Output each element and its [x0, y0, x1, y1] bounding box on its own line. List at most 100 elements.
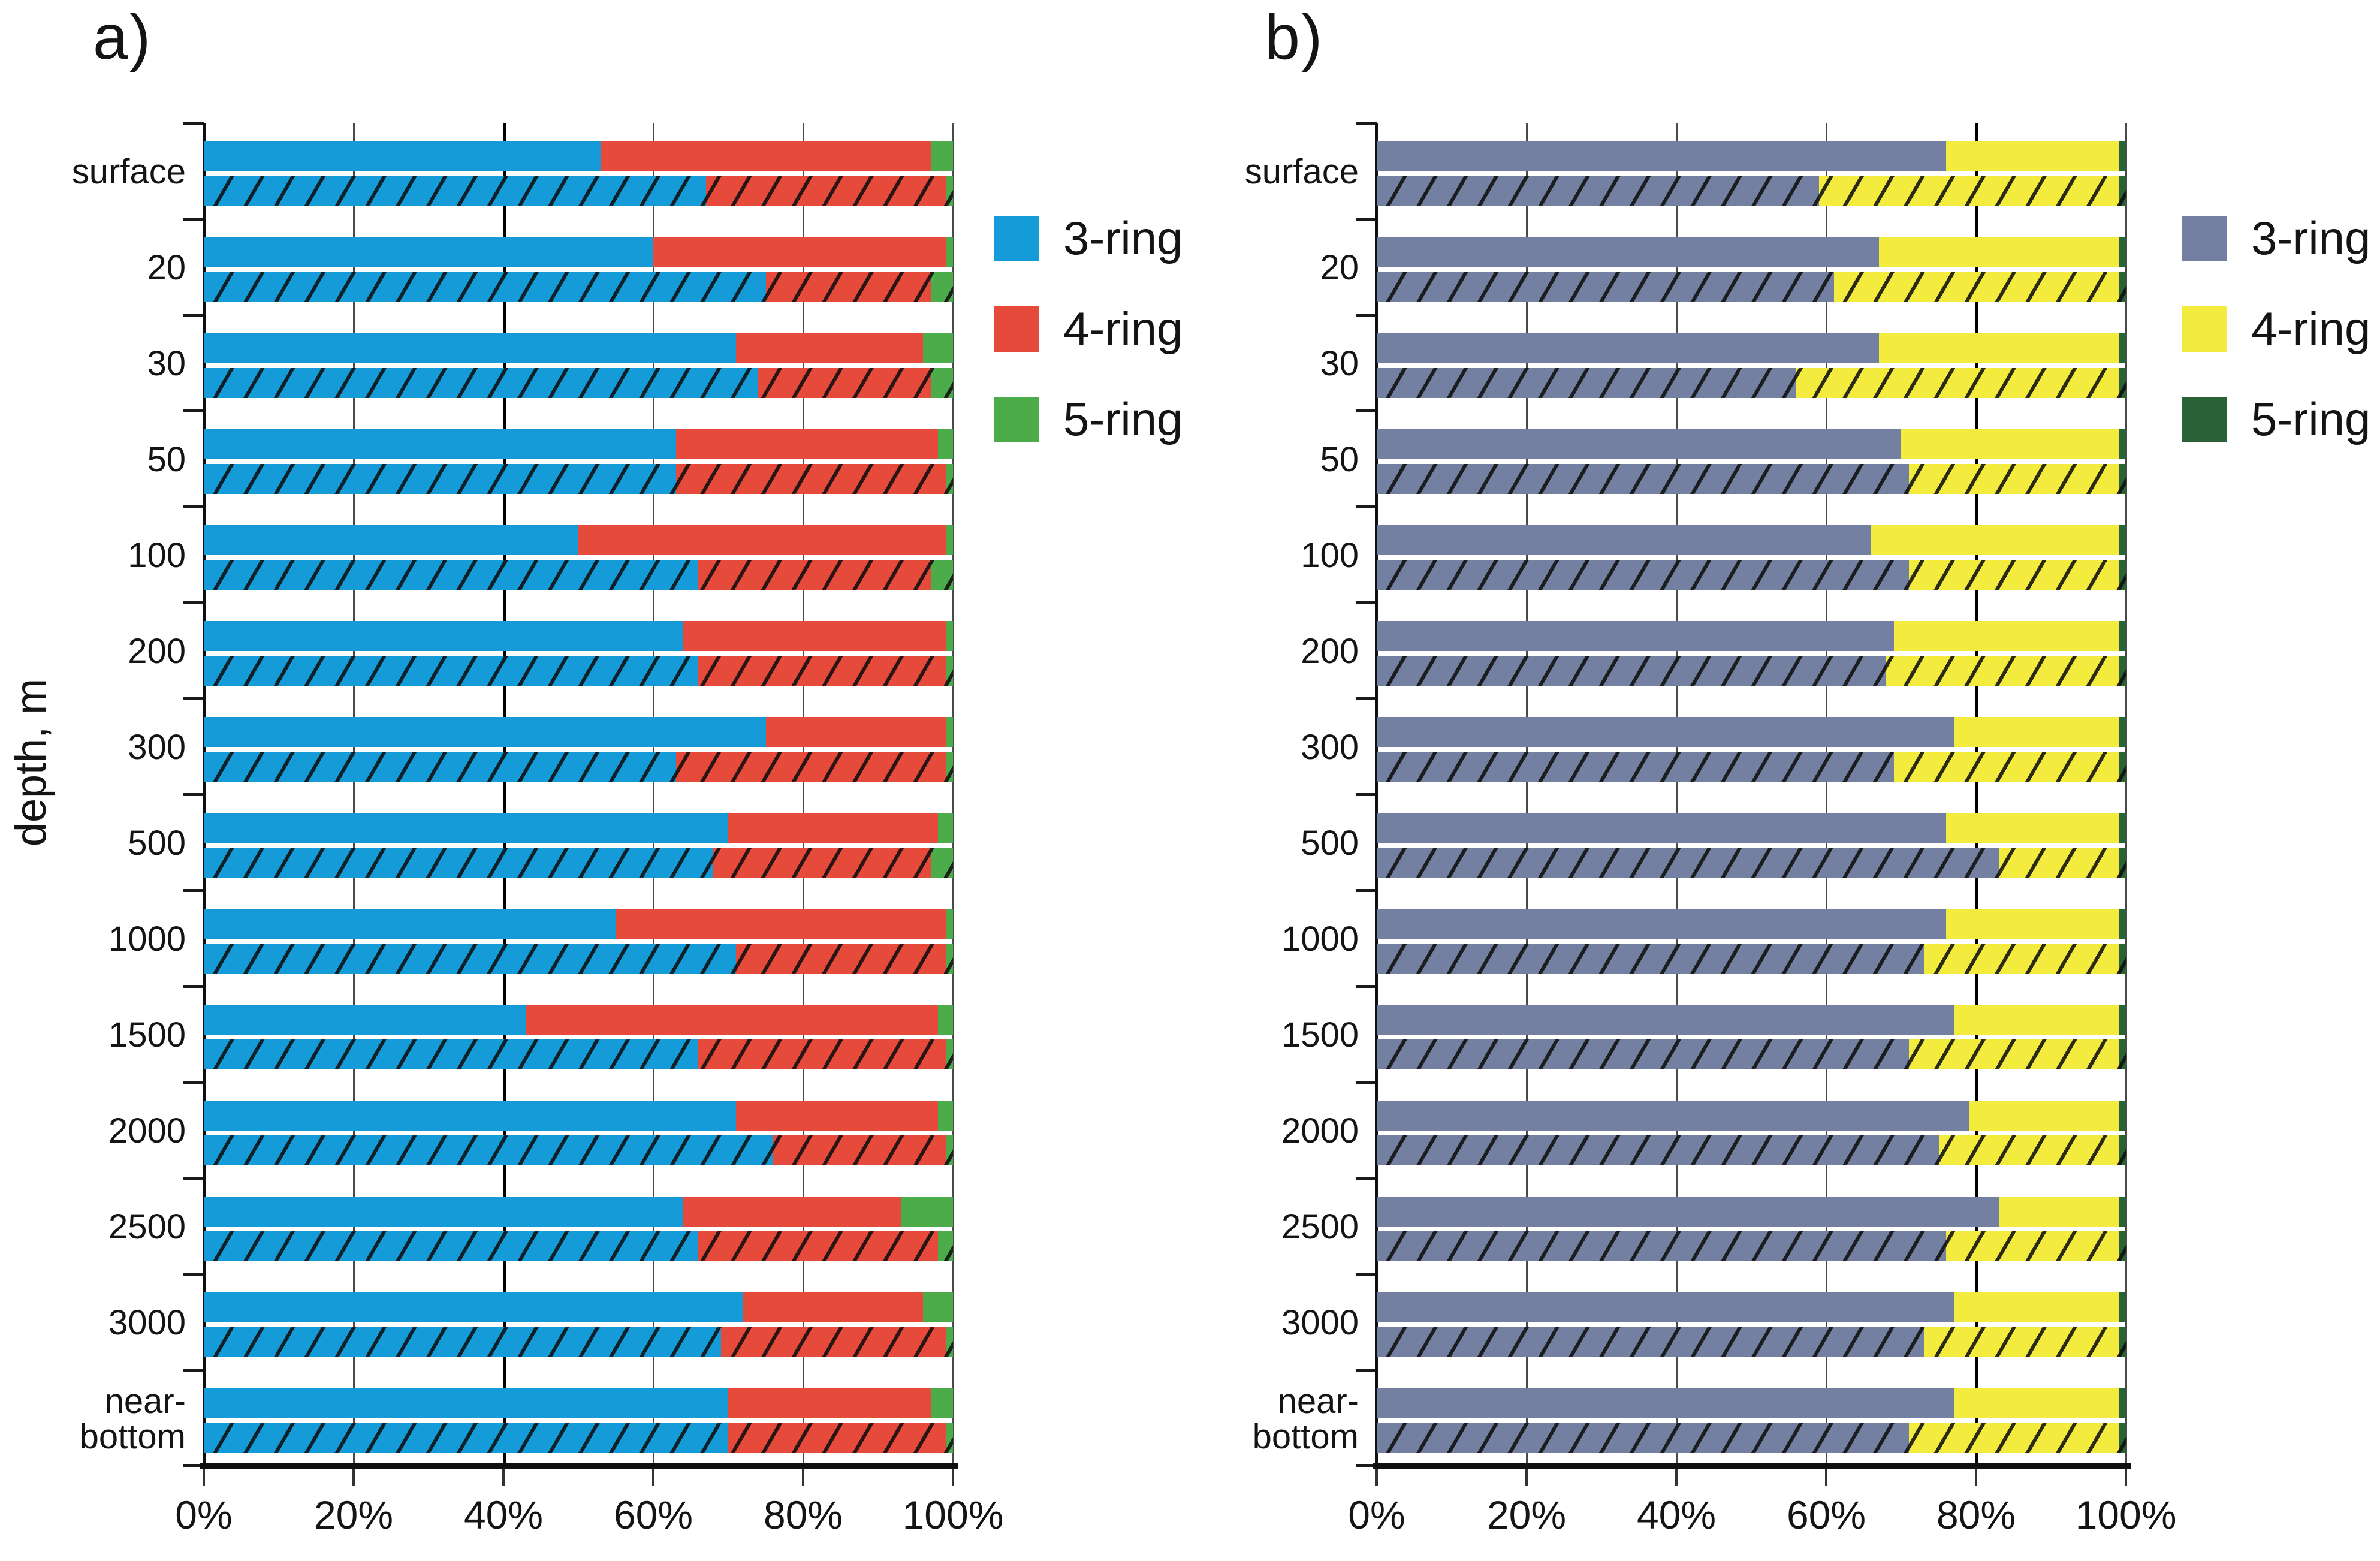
bar-b-solid-row10	[1377, 1101, 2126, 1131]
y-axis-tick	[183, 1177, 204, 1180]
segment-3-ring	[204, 717, 766, 747]
segment-3-ring	[204, 1292, 743, 1322]
hatch-pattern	[1377, 176, 2126, 206]
bar-b-solid-row3	[1377, 429, 2126, 459]
y-axis-tick	[1356, 409, 1377, 412]
x-axis-tick	[1825, 1469, 1827, 1486]
segment-5-ring	[938, 1005, 953, 1035]
depth-label-300: 300	[1301, 728, 1359, 767]
segment-3-ring	[204, 1388, 728, 1418]
segment-5-ring	[2118, 141, 2126, 171]
segment-5-ring	[938, 813, 953, 843]
hatch-pattern	[204, 272, 953, 302]
hatch-pattern	[1377, 848, 2126, 878]
hatch-pattern	[204, 1327, 953, 1357]
hatch-pattern	[1377, 1135, 2126, 1165]
segment-5-ring	[2118, 1005, 2126, 1035]
bar-b-hatched-row11	[1377, 1231, 2126, 1261]
x-axis-tick	[1975, 1469, 1977, 1486]
segment-3-ring	[204, 1101, 736, 1131]
hatch-pattern	[204, 752, 953, 782]
bar-a-hatched-row0	[204, 176, 953, 206]
segment-4-ring	[1878, 237, 2119, 267]
x-axis-tick	[2125, 1469, 2127, 1486]
depth-label-20: 20	[1320, 248, 1359, 288]
x-tick-label: 40%	[1636, 1493, 1717, 1537]
bar-b-solid-row13	[1377, 1388, 2126, 1418]
y-axis-tick	[1356, 601, 1377, 604]
legend-label: 4-ring	[2251, 302, 2371, 355]
y-axis-tick	[183, 697, 204, 700]
segment-5-ring	[923, 333, 953, 363]
legend-label: 4-ring	[1063, 302, 1183, 355]
bar-b-hatched-row6	[1377, 752, 2126, 782]
bar-a-hatched-row11	[204, 1231, 953, 1261]
y-axis-tick	[183, 122, 204, 125]
segment-3-ring	[204, 429, 676, 459]
segment-3-ring	[1377, 909, 1946, 939]
segment-3-ring	[204, 141, 601, 171]
bar-b-solid-row2	[1377, 333, 2126, 363]
bar-a-hatched-row9	[204, 1039, 953, 1069]
hatch-pattern	[1377, 464, 2126, 494]
bar-b-hatched-row0	[1377, 176, 2126, 206]
y-axis-tick	[1356, 889, 1377, 892]
hatch-pattern	[204, 1039, 953, 1069]
bar-b-solid-row5	[1377, 621, 2126, 651]
legend-swatch-3-ring	[2182, 215, 2227, 261]
gridline-a-1	[353, 123, 355, 1466]
x-axis-tick	[502, 1469, 505, 1486]
bar-a-hatched-row10	[204, 1135, 953, 1165]
segment-5-ring	[945, 621, 953, 651]
legend-panel-a: 3-ring 4-ring 5-ring	[994, 211, 1183, 447]
depth-label-3000: 3000	[1281, 1303, 1359, 1343]
legend-swatch-5-ring	[994, 396, 1039, 442]
legend-label: 5-ring	[2251, 393, 2371, 445]
bar-b-solid-row9	[1377, 1005, 2126, 1035]
hatch-pattern	[1377, 1039, 2126, 1069]
segment-3-ring	[1377, 525, 1871, 555]
y-axis-tick	[1356, 218, 1377, 221]
gridline-a-3	[653, 123, 654, 1466]
y-axis-tick	[1356, 1273, 1377, 1276]
x-tick-label: 20%	[313, 1493, 394, 1537]
segment-5-ring	[945, 717, 953, 747]
segment-4-ring	[578, 525, 946, 555]
segment-4-ring	[765, 717, 946, 747]
segment-3-ring	[204, 1005, 526, 1035]
segment-5-ring	[2118, 237, 2126, 267]
bar-a-hatched-row6	[204, 752, 953, 782]
bar-b-solid-row6	[1377, 717, 2126, 747]
segment-4-ring	[1901, 429, 2119, 459]
y-axis-tick	[183, 889, 204, 892]
segment-3-ring	[1377, 333, 1879, 363]
segment-3-ring	[204, 909, 616, 939]
segment-3-ring	[204, 525, 578, 555]
panel-b-title: b)	[1265, 2, 1324, 73]
segment-4-ring	[1998, 1197, 2119, 1226]
x-axis-tick	[652, 1469, 654, 1486]
depth-label-nearbottom: near- bottom	[79, 1381, 186, 1456]
y-axis-line	[1375, 123, 1378, 1466]
bar-b-solid-row1	[1377, 237, 2126, 267]
depth-label-1000: 1000	[108, 920, 186, 959]
hatch-pattern	[1377, 752, 2126, 782]
x-tick-label: 60%	[613, 1493, 693, 1537]
depth-label-surface: surface	[1244, 152, 1359, 192]
x-axis-tick	[203, 1469, 205, 1486]
bar-a-solid-row12	[204, 1292, 953, 1322]
depth-label-50: 50	[1320, 440, 1359, 480]
bar-a-solid-row10	[204, 1101, 953, 1131]
bar-b-solid-row7	[1377, 813, 2126, 843]
depth-label-100: 100	[1301, 536, 1359, 575]
segment-5-ring	[938, 429, 953, 459]
segment-3-ring	[1377, 141, 1946, 171]
y-axis-tick	[183, 218, 204, 221]
x-tick-label: 100%	[2075, 1493, 2177, 1537]
depth-label-100: 100	[128, 536, 186, 575]
legend-swatch-5-ring	[2182, 396, 2227, 442]
legend-swatch-3-ring	[994, 215, 1039, 261]
bar-a-solid-row13	[204, 1388, 953, 1418]
segment-5-ring	[945, 237, 953, 267]
